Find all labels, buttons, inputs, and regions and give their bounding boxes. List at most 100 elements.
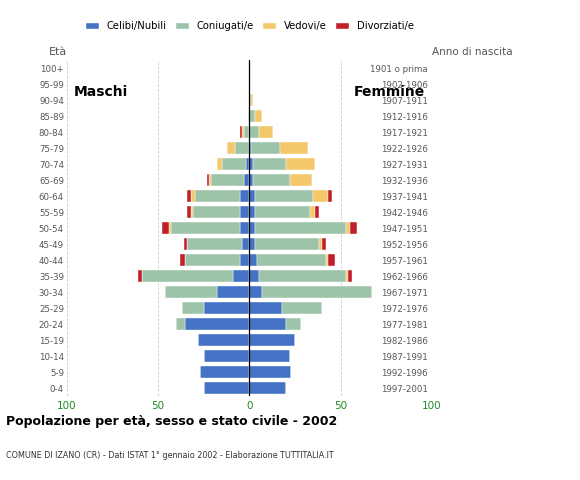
Bar [281, 142, 308, 154]
Bar [211, 174, 244, 186]
Bar [310, 206, 315, 218]
Bar [253, 158, 286, 170]
Bar [187, 238, 242, 250]
Bar [244, 174, 249, 186]
Bar [216, 158, 222, 170]
Bar [233, 270, 249, 282]
Bar [184, 238, 187, 250]
Bar [249, 286, 262, 298]
Bar [187, 190, 191, 202]
Bar [249, 350, 289, 362]
Bar [249, 158, 253, 170]
Bar [255, 190, 313, 202]
Bar [249, 94, 251, 106]
Bar [249, 238, 255, 250]
Bar [249, 206, 255, 218]
Bar [195, 190, 240, 202]
Bar [204, 350, 249, 362]
Bar [204, 302, 249, 314]
Bar [259, 126, 273, 138]
Bar [180, 254, 186, 266]
Bar [313, 190, 328, 202]
Bar [162, 222, 169, 234]
Bar [282, 302, 322, 314]
Bar [176, 318, 186, 330]
Bar [255, 110, 262, 122]
Bar [244, 126, 249, 138]
Bar [249, 382, 286, 394]
Bar [326, 254, 328, 266]
Bar [200, 366, 249, 378]
Bar [216, 286, 249, 298]
Bar [255, 206, 310, 218]
Bar [246, 158, 249, 170]
Bar [182, 302, 204, 314]
Text: COMUNE DI IZANO (CR) - Dati ISTAT 1° gennaio 2002 - Elaborazione TUTTITALIA.IT: COMUNE DI IZANO (CR) - Dati ISTAT 1° gen… [6, 451, 334, 460]
Bar [169, 222, 171, 234]
Bar [346, 270, 348, 282]
Text: Età: Età [49, 47, 67, 57]
Bar [187, 206, 191, 218]
Bar [322, 238, 326, 250]
Bar [249, 334, 295, 346]
Bar [286, 318, 300, 330]
Bar [259, 270, 346, 282]
Bar [142, 270, 233, 282]
Bar [186, 254, 240, 266]
Bar [251, 94, 253, 106]
Bar [348, 270, 351, 282]
Bar [255, 222, 346, 234]
Bar [249, 142, 251, 154]
Bar [319, 238, 322, 250]
Text: Maschi: Maschi [74, 85, 128, 99]
Bar [240, 126, 242, 138]
Bar [249, 254, 257, 266]
Bar [222, 158, 246, 170]
Text: Popolazione per età, sesso e stato civile - 2002: Popolazione per età, sesso e stato civil… [6, 415, 337, 428]
Bar [257, 254, 326, 266]
Bar [328, 254, 335, 266]
Bar [350, 222, 357, 234]
Bar [240, 254, 249, 266]
Bar [249, 126, 259, 138]
Text: Anno di nascita: Anno di nascita [432, 47, 513, 57]
Bar [262, 286, 372, 298]
Bar [186, 318, 249, 330]
Bar [251, 142, 281, 154]
Bar [227, 142, 235, 154]
Bar [240, 206, 249, 218]
Bar [328, 190, 332, 202]
Bar [249, 366, 291, 378]
Bar [171, 222, 240, 234]
Bar [249, 174, 253, 186]
Bar [242, 126, 244, 138]
Bar [240, 222, 249, 234]
Bar [191, 206, 193, 218]
Bar [209, 174, 211, 186]
Text: Femmine: Femmine [354, 85, 425, 99]
Bar [249, 270, 259, 282]
Legend: Celibi/Nubili, Coniugati/e, Vedovi/e, Divorziati/e: Celibi/Nubili, Coniugati/e, Vedovi/e, Di… [82, 18, 417, 34]
Bar [242, 238, 249, 250]
Bar [253, 174, 289, 186]
Bar [249, 318, 286, 330]
Bar [286, 158, 315, 170]
Bar [315, 206, 319, 218]
Bar [191, 190, 195, 202]
Bar [165, 286, 216, 298]
Bar [289, 174, 311, 186]
Bar [235, 142, 249, 154]
Bar [204, 382, 249, 394]
Bar [138, 270, 142, 282]
Bar [248, 110, 249, 122]
Bar [249, 302, 282, 314]
Bar [249, 190, 255, 202]
Bar [208, 174, 209, 186]
Bar [198, 334, 249, 346]
Bar [346, 222, 350, 234]
Bar [249, 222, 255, 234]
Bar [240, 190, 249, 202]
Bar [249, 110, 255, 122]
Bar [255, 238, 319, 250]
Bar [193, 206, 240, 218]
